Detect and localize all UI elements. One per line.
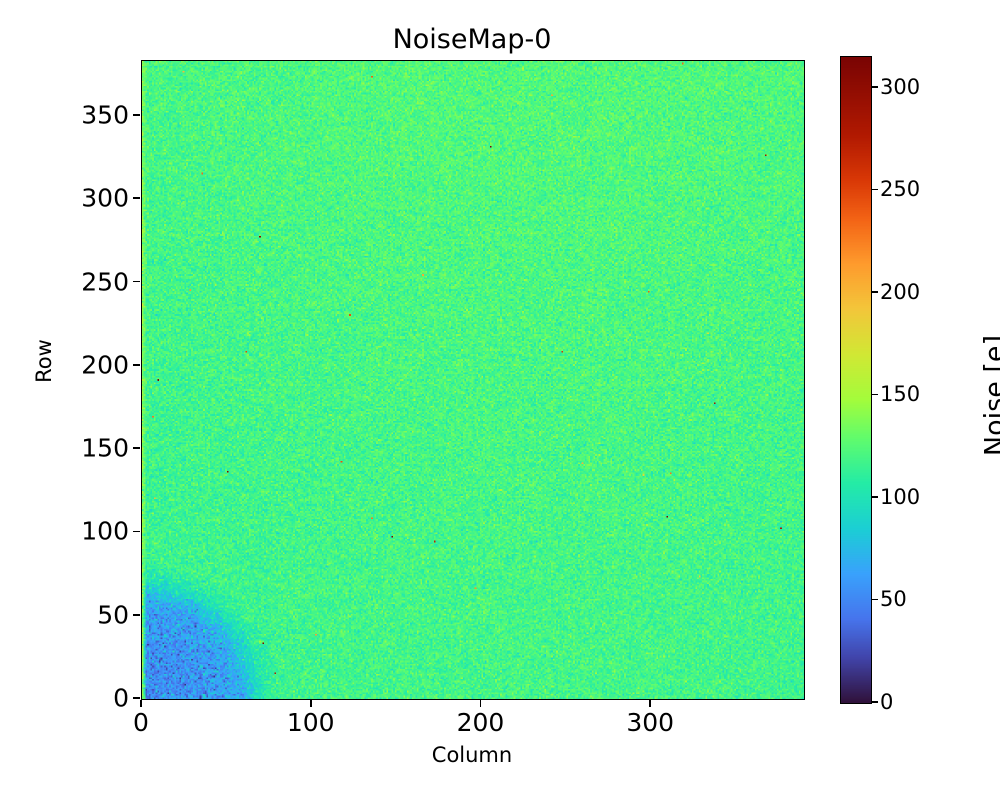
y-tick-mark — [133, 697, 141, 699]
x-tick-mark — [309, 699, 312, 707]
x-tick-label: 0 — [133, 708, 149, 737]
colorbar-label: Noise [e] — [979, 334, 1000, 457]
colorbar-tick-label: 100 — [880, 484, 921, 509]
x-tick-mark — [140, 699, 142, 707]
y-tick-label: 150 — [81, 433, 129, 463]
heatmap-axes[interactable] — [141, 60, 805, 700]
colorbar-tick-mark — [871, 496, 878, 498]
colorbar-tick-mark — [871, 291, 878, 293]
y-tick-label: 200 — [81, 350, 129, 380]
x-axis-label: Column — [431, 743, 513, 767]
colorbar-tick-mark — [871, 85, 878, 88]
y-tick-label: 0 — [113, 683, 129, 713]
colorbar-tick-mark — [871, 701, 878, 703]
colorbar[interactable] — [840, 56, 872, 704]
y-tick-mark — [133, 613, 141, 616]
colorbar-tick-label: 0 — [880, 690, 894, 714]
y-tick-mark — [133, 447, 141, 449]
y-tick-mark — [133, 530, 141, 533]
y-tick-mark — [133, 197, 141, 200]
x-tick-mark — [479, 699, 482, 707]
y-tick-mark — [133, 364, 141, 366]
y-tick-label: 100 — [81, 516, 129, 546]
colorbar-tick-label: 150 — [880, 382, 921, 407]
colorbar-tick-label: 50 — [880, 587, 907, 612]
heatmap-image[interactable] — [142, 61, 804, 699]
colorbar-tick-label: 200 — [880, 279, 921, 304]
x-tick-mark — [649, 699, 652, 707]
y-tick-label: 250 — [81, 267, 129, 297]
y-tick-label: 300 — [81, 183, 129, 213]
colorbar-tick-label: 250 — [880, 177, 921, 202]
y-tick-label: 350 — [81, 100, 129, 130]
page-title: NoiseMap-0 — [392, 24, 552, 55]
colorbar-tick-mark — [871, 598, 878, 601]
y-tick-mark — [133, 114, 141, 116]
colorbar-tick-mark — [871, 393, 878, 396]
x-tick-label: 300 — [626, 708, 675, 737]
colorbar-tick-mark — [871, 188, 878, 191]
y-axis-label: Row — [32, 339, 56, 383]
y-tick-label: 50 — [97, 600, 129, 630]
colorbar-gradient — [841, 57, 871, 703]
colorbar-tick-label: 300 — [880, 74, 921, 99]
y-tick-mark — [133, 280, 141, 283]
x-tick-label: 100 — [286, 708, 335, 737]
x-tick-label: 200 — [456, 708, 505, 737]
